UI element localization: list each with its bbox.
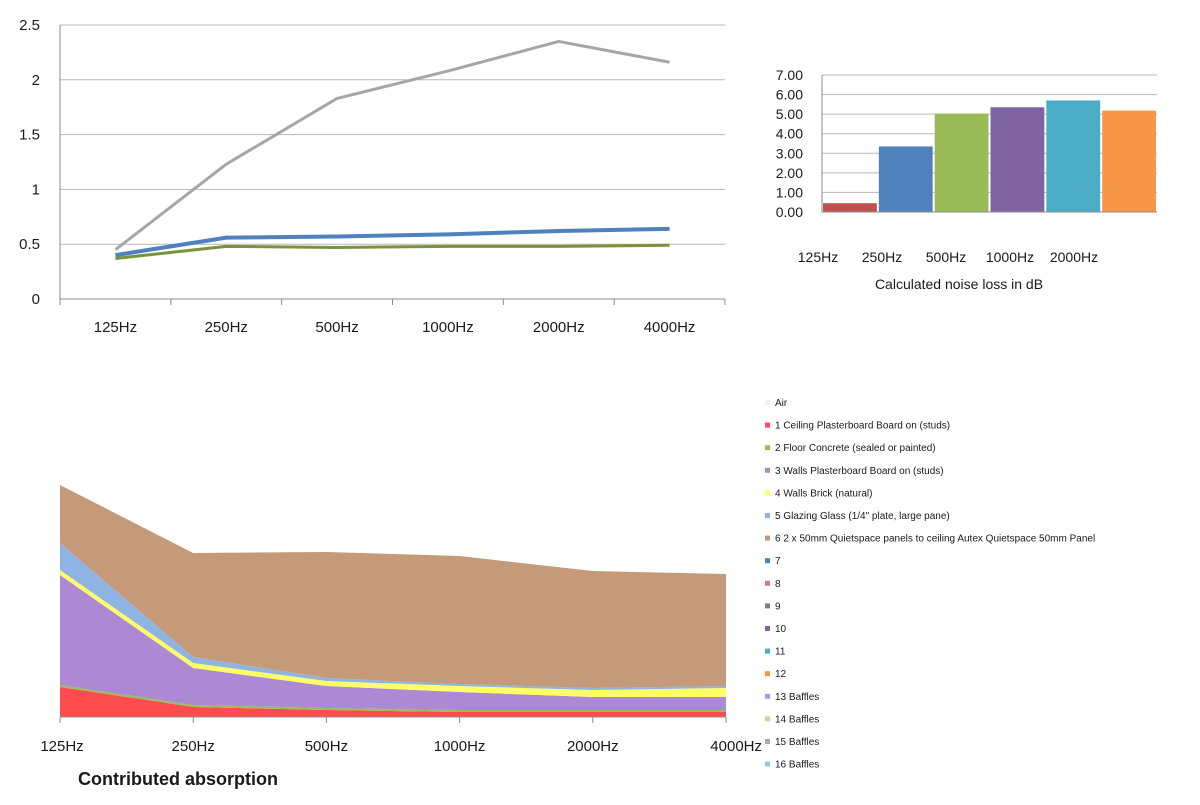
bar <box>1102 110 1156 212</box>
legend-swatch <box>765 739 770 744</box>
legend-label: 9 <box>775 601 781 612</box>
legend-swatch <box>765 648 770 654</box>
x-tick-label: 125Hz <box>798 249 838 265</box>
legend-label: 3 Walls Plasterboard Board on (studs) <box>775 466 944 477</box>
legend-swatch <box>765 626 770 631</box>
legend-swatch <box>765 761 770 767</box>
legend-swatch <box>765 445 770 451</box>
legend-label: Air <box>775 398 788 409</box>
legend-swatch <box>765 716 770 722</box>
legend-label: 15 Baffles <box>775 737 819 748</box>
x-tick-label: 500Hz <box>305 738 348 755</box>
area-chart: 125Hz 250Hz 500Hz 1000Hz 2000Hz 4000Hz Contrib… <box>40 398 1095 789</box>
chart-title: Contributed absorption <box>78 769 278 789</box>
series-line-3 <box>115 226 670 258</box>
bar <box>934 113 989 212</box>
legend-swatch <box>765 422 770 428</box>
legend-swatch <box>765 490 770 496</box>
x-tick-label: 1000Hz <box>434 738 486 755</box>
series-line-2 <box>115 243 670 260</box>
legend-swatch <box>765 671 770 677</box>
y-tick-label: 3.00 <box>776 145 803 161</box>
legend-label: 10 <box>775 624 787 635</box>
area-series-3 <box>60 575 726 710</box>
legend-label: 16 Baffles <box>775 760 819 771</box>
legend-swatch <box>765 558 770 564</box>
x-tick-label: 1000Hz <box>986 249 1034 265</box>
x-tick-label: 500Hz <box>926 249 966 265</box>
y-tick-label: 0.5 <box>19 236 40 253</box>
y-tick-label: 2.00 <box>776 165 803 181</box>
x-tick-label: 4000Hz <box>644 319 696 336</box>
x-tick-label: 500Hz <box>315 319 358 336</box>
x-tick-label: 250Hz <box>862 249 902 265</box>
legend-swatch <box>765 693 770 699</box>
legend-swatch <box>765 467 770 473</box>
series-line-1 <box>114 39 670 251</box>
x-axis-title: Calculated noise loss in dB <box>875 276 1043 292</box>
bar <box>1046 100 1101 212</box>
legend-swatch <box>765 580 770 586</box>
legend-label: 7 <box>775 556 781 567</box>
legend-label: 1 Ceiling Plasterboard Board on (studs) <box>775 421 950 432</box>
y-tick-label: 2 <box>32 72 40 89</box>
legend: Air 1 Ceiling Plasterboard Board on (stud… <box>765 398 1095 771</box>
legend-label: 5 Glazing Glass (1/4" plate, large pane) <box>775 511 950 522</box>
line-chart: 0 0.5 1 1.5 2 2.5 125Hz 250Hz 500Hz 1000Hz 2000Hz 4… <box>19 17 726 336</box>
x-tick-label: 4000Hz <box>710 738 762 755</box>
y-tick-label: 5.00 <box>776 106 803 122</box>
x-tick-label: 1000Hz <box>422 319 474 336</box>
x-tick-label: 2000Hz <box>533 319 585 336</box>
legend-swatch <box>765 513 770 518</box>
bar <box>823 203 877 212</box>
y-tick-label: 1.5 <box>19 127 40 144</box>
bar-chart: 0.00 1.00 2.00 3.00 4.00 5.00 6.00 7.00 125Hz 250… <box>776 67 1157 292</box>
x-tick-label: 125Hz <box>40 738 83 755</box>
area-series-6 <box>60 485 726 688</box>
legend-label: 6 2 x 50mm Quietspace panels to ceiling … <box>775 534 1095 545</box>
legend-swatch <box>765 603 770 609</box>
bar <box>990 107 1045 212</box>
legend-swatch <box>765 400 770 405</box>
y-tick-label: 0 <box>32 291 40 308</box>
x-tick-label: 2000Hz <box>1050 249 1098 265</box>
legend-swatch <box>765 535 770 541</box>
y-tick-label: 2.5 <box>19 17 40 34</box>
y-tick-label: 6.00 <box>776 87 803 103</box>
legend-label: 12 <box>775 669 787 680</box>
y-tick-label: 7.00 <box>776 67 803 83</box>
legend-label: 14 Baffles <box>775 714 819 725</box>
legend-label: 11 <box>775 647 786 658</box>
x-tick-label: 250Hz <box>172 738 215 755</box>
x-tick-label: 125Hz <box>94 319 137 336</box>
y-tick-label: 0.00 <box>776 204 803 220</box>
legend-label: 8 <box>775 579 781 590</box>
area-series-1 <box>60 687 726 717</box>
bar <box>878 146 933 212</box>
legend-label: 4 Walls Brick (natural) <box>775 488 872 499</box>
x-tick-label: 2000Hz <box>567 738 619 755</box>
legend-label: 13 Baffles <box>775 692 819 703</box>
y-tick-label: 1 <box>32 181 40 198</box>
x-tick-label: 250Hz <box>205 319 248 336</box>
legend-label: 2 Floor Concrete (sealed or painted) <box>775 443 936 454</box>
y-tick-label: 4.00 <box>776 126 803 142</box>
y-tick-label: 1.00 <box>776 184 803 200</box>
